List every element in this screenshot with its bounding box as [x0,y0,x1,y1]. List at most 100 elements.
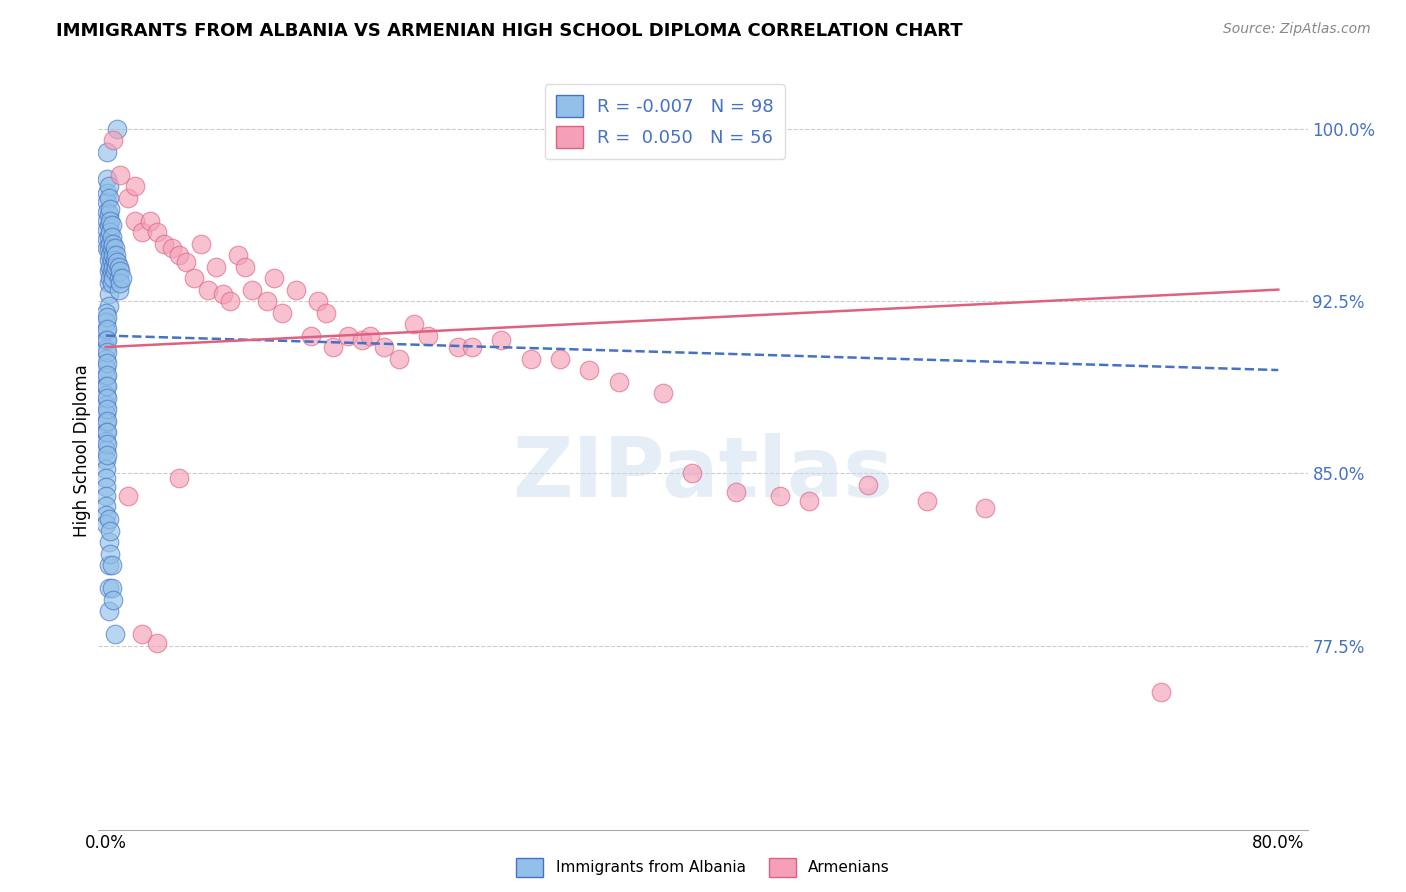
Point [96,414,118,428]
Point [124,179,146,194]
Point [97,299,120,313]
Point [111,271,134,285]
Point [94,516,117,531]
Point [94,499,117,513]
Point [197,283,219,297]
Point [96,368,118,382]
Point [97,264,120,278]
Point [96,333,118,347]
Point [98,524,121,538]
Point [446,340,468,354]
Point [101,260,124,274]
Point [94,343,117,357]
Point [98,271,121,285]
Point [167,248,190,262]
Point [103,252,125,267]
Legend: R = -0.007   N = 98, R =  0.050   N = 56: R = -0.007 N = 98, R = 0.050 N = 56 [546,84,785,159]
Point [97,207,120,221]
Point [299,328,322,343]
Point [651,386,673,401]
Point [100,219,122,233]
Text: IMMIGRANTS FROM ALBANIA VS ARMENIAN HIGH SCHOOL DIPLOMA CORRELATION CHART: IMMIGRANTS FROM ALBANIA VS ARMENIAN HIGH… [56,22,963,40]
Point [97,558,120,573]
Point [105,260,128,274]
Text: Source: ZipAtlas.com: Source: ZipAtlas.com [1223,22,1371,37]
Point [103,241,125,255]
Point [418,328,440,343]
Point [131,225,153,239]
Point [402,317,425,331]
Point [107,255,129,269]
Point [100,252,122,267]
Point [233,260,256,274]
Point [915,494,938,508]
Point [183,271,205,285]
Point [110,168,132,182]
Point [94,379,117,393]
Point [94,480,117,494]
Point [98,202,121,217]
Point [322,340,344,354]
Point [124,213,146,227]
Point [285,283,308,297]
Point [98,225,121,239]
Point [548,351,571,366]
Point [96,223,118,237]
Point [94,351,117,366]
Point [100,264,122,278]
Point [94,425,117,439]
Point [100,558,122,573]
Point [799,494,821,508]
Point [607,375,630,389]
Text: ZIPatlas: ZIPatlas [513,433,893,514]
Point [97,179,120,194]
Point [96,232,118,246]
Point [94,471,117,485]
Point [146,636,169,650]
Point [110,276,132,290]
Point [96,204,118,219]
Point [97,604,120,618]
Point [94,462,117,476]
Point [101,133,124,147]
Point [103,627,125,641]
Point [98,547,121,561]
Point [520,351,543,366]
Point [97,582,120,596]
Point [97,535,120,549]
Point [103,264,125,278]
Point [263,271,285,285]
Point [97,276,120,290]
Point [97,241,120,255]
Y-axis label: High School Diploma: High School Diploma [73,364,91,537]
Point [100,582,122,596]
Point [352,333,374,347]
Point [110,264,132,278]
Point [96,321,118,335]
Point [167,471,190,485]
Point [373,340,395,354]
Point [97,252,120,267]
Point [96,425,118,439]
Point [96,195,118,210]
Point [153,236,176,251]
Point [388,351,411,366]
Legend: Immigrants from Albania, Armenians: Immigrants from Albania, Armenians [509,850,897,884]
Point [98,236,121,251]
Point [97,287,120,301]
Point [96,356,118,370]
Point [108,283,131,297]
Point [117,191,139,205]
Point [94,416,117,430]
Point [190,236,212,251]
Point [100,229,122,244]
Point [270,305,292,319]
Point [681,467,703,481]
Point [94,360,117,375]
Point [96,310,118,325]
Point [108,260,131,274]
Point [974,500,997,515]
Point [98,213,121,227]
Point [769,490,792,504]
Point [94,397,117,411]
